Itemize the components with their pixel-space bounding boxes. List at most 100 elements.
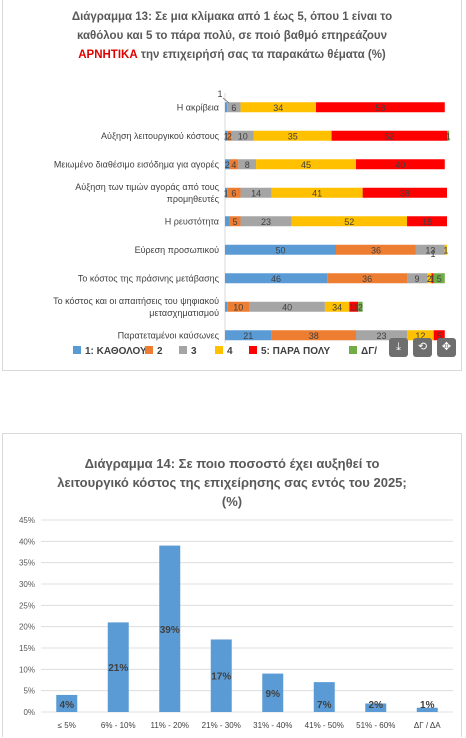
data-label: 36 xyxy=(371,245,381,255)
legend-label: 3 xyxy=(191,346,197,357)
y-tick-label: 5% xyxy=(23,687,35,696)
x-tick-label: 11% - 20% xyxy=(150,721,189,730)
data-label: 21 xyxy=(243,331,253,341)
callout-line xyxy=(222,97,230,104)
data-label: 38 xyxy=(309,331,319,341)
data-label: 38 xyxy=(400,188,410,198)
bar xyxy=(210,639,232,712)
callout-label: 1 xyxy=(217,89,222,99)
bar-segment xyxy=(444,244,447,255)
bar-segment xyxy=(240,187,272,198)
bar-segment xyxy=(447,130,450,141)
chart-14-title-line2: λειτουργικό κόστος της επιχείρησης σας ε… xyxy=(57,475,407,490)
data-label: 5 xyxy=(437,274,442,284)
expand-icon: ✥ xyxy=(441,341,452,353)
expand-button[interactable]: ✥ xyxy=(437,338,456,357)
legend-item[interactable]: 3 xyxy=(179,346,197,357)
data-label: 9 xyxy=(415,274,420,284)
legend-item[interactable]: 1: ΚΑΘΟΛΟΥ xyxy=(73,346,147,357)
bar-segment xyxy=(225,187,228,198)
y-tick-label: 30% xyxy=(19,580,35,589)
download-button[interactable]: ⤓ xyxy=(389,338,408,357)
bar-segment xyxy=(240,216,292,227)
legend-swatch xyxy=(73,346,81,354)
data-label: 5 xyxy=(232,217,237,227)
bar-segment xyxy=(336,244,416,255)
bar xyxy=(365,703,387,712)
bar-segment xyxy=(324,301,350,312)
x-tick-label: 31% - 40% xyxy=(253,721,292,730)
legend-swatch xyxy=(145,346,153,354)
legend-item[interactable]: 4 xyxy=(215,346,233,357)
chart-13-title-line1: Διάγραμμα 13: Σε μια κλίμακα από 1 έως 5… xyxy=(71,11,393,23)
bar-segment xyxy=(271,187,363,198)
share-button[interactable]: ⟲ xyxy=(413,338,432,357)
legend-swatch xyxy=(179,346,187,354)
category-label: Το κόστος της πράσινης μετάβασης xyxy=(78,273,220,283)
bar-segment xyxy=(362,187,447,198)
bar-segment xyxy=(225,273,328,284)
data-label: 45 xyxy=(301,160,311,170)
data-label: 2 xyxy=(225,160,230,170)
bar-segment xyxy=(225,159,230,170)
data-label: 2% xyxy=(369,700,384,711)
bar-segment xyxy=(407,216,447,227)
data-label: 46 xyxy=(271,274,281,284)
chart-14-panel: Διάγραμμα 14: Σε ποιο ποσοστό έχει αυξηθ… xyxy=(2,433,462,737)
data-label: 52 xyxy=(384,131,394,141)
x-tick-label: 6% - 10% xyxy=(101,721,136,730)
data-label: 58 xyxy=(375,103,385,113)
category-label: Παρατεταμένοι καύσωνες xyxy=(118,330,220,340)
y-tick-label: 0% xyxy=(23,708,35,717)
legend-item[interactable]: ΔΓ/ xyxy=(349,346,377,357)
data-label: 40 xyxy=(282,302,292,312)
chart-13-title-line2: καθόλου και 5 το πάρα πολύ, σε ποιό βαθμ… xyxy=(76,30,388,42)
x-tick-label: 41% - 50% xyxy=(305,721,344,730)
chart-13-title: Διάγραμμα 13: Σε μια κλίμακα από 1 έως 5… xyxy=(3,8,461,65)
bar-segment xyxy=(431,273,434,284)
x-tick-label: ≤ 5% xyxy=(58,721,76,730)
data-label: 13 xyxy=(425,245,435,255)
bar-segment xyxy=(225,244,336,255)
data-label: 4 xyxy=(231,160,236,170)
legend-item[interactable]: 2 xyxy=(145,346,163,357)
data-label: 34 xyxy=(332,302,342,312)
bar-segment xyxy=(225,301,228,312)
bar-segment xyxy=(331,130,447,141)
chart-13-legend: 1: ΚΑΘΟΛΟΥ 2 3 4 5: ΠΑΡΑ ΠΟΛΥ ΔΓ/ xyxy=(3,343,463,363)
category-label: Το κόστος και οι απαιτήσεις του ψηφιακού… xyxy=(53,296,219,318)
data-label: 39% xyxy=(160,625,180,636)
bar-segment xyxy=(225,216,230,227)
data-label: 23 xyxy=(377,331,387,341)
category-label: Η ακρίβεια xyxy=(177,102,219,112)
bar-segment xyxy=(358,301,363,312)
data-label: 11 xyxy=(349,302,358,312)
category-label: Εύρεση προσωπικού xyxy=(135,245,220,255)
data-label: 41 xyxy=(312,188,322,198)
data-label: 1 xyxy=(446,131,451,141)
data-label: 52 xyxy=(344,217,354,227)
x-tick-label: ΔΓ / ΔΑ xyxy=(414,721,441,730)
chart-14-title: Διάγραμμα 14: Σε ποιο ποσοστό έχει αυξηθ… xyxy=(3,454,461,511)
data-label: 10 xyxy=(238,131,248,141)
chart-14-title-line1: Διάγραμμα 14: Σε ποιο ποσοστό έχει αυξηθ… xyxy=(84,456,380,471)
data-label: 1 xyxy=(430,274,435,284)
data-label: 17% xyxy=(211,672,231,683)
bar-segment xyxy=(229,216,241,227)
legend-item[interactable]: 5: ΠΑΡΑ ΠΟΛΥ xyxy=(249,346,330,357)
bar-segment xyxy=(227,102,241,113)
category-label: Η ρευστότητα xyxy=(165,216,219,226)
bar-segment xyxy=(327,273,408,284)
data-label: 8 xyxy=(245,160,250,170)
bar-segment xyxy=(316,102,445,113)
data-label: 36 xyxy=(362,274,372,284)
bar xyxy=(159,545,181,712)
category-label: Μειωμένο διαθέσιμο εισόδημα για αγορές xyxy=(54,159,220,169)
bar-segment xyxy=(427,273,432,284)
bar-segment xyxy=(291,216,408,227)
x-tick-label: 51% - 60% xyxy=(356,721,395,730)
chart-13-title-line3: ΑΡΝΗΤΙΚΑ την επιχειρήσή σας τα παρακάτω … xyxy=(3,46,461,65)
data-label: 40 xyxy=(395,160,405,170)
bar xyxy=(107,622,129,712)
